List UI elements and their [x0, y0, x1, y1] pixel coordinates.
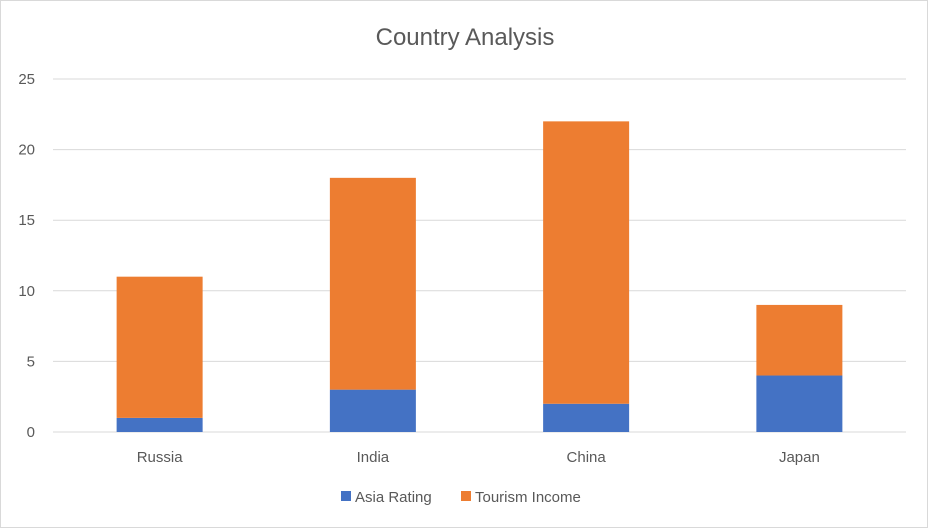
- chart-title: Country Analysis: [376, 24, 555, 51]
- y-tick-label: 5: [27, 353, 35, 370]
- y-axis-ticks: 0 5 10 15 20 25: [18, 71, 35, 441]
- bar-china-asia-rating: [543, 403, 630, 432]
- x-category-label: China: [567, 449, 607, 466]
- bar-india-tourism-income: [329, 177, 416, 390]
- legend-swatch: [461, 491, 471, 501]
- bar-russia-tourism-income: [116, 276, 203, 418]
- bar-japan-asia-rating: [756, 375, 843, 432]
- legend-label: Tourism Income: [475, 489, 581, 506]
- bar-japan-tourism-income: [756, 304, 843, 376]
- bar-russia-asia-rating: [116, 417, 203, 432]
- x-category-label: Russia: [137, 449, 184, 466]
- x-axis-categories: Russia India China Japan: [137, 449, 820, 466]
- y-tick-label: 20: [18, 142, 35, 159]
- legend-label: Asia Rating: [355, 489, 432, 506]
- y-tick-label: 10: [18, 283, 35, 300]
- y-tick-label: 25: [18, 71, 35, 88]
- bar-china-tourism-income: [543, 121, 630, 404]
- legend: Asia Rating Tourism Income: [341, 489, 581, 506]
- bar-india-asia-rating: [329, 389, 416, 432]
- x-category-label: India: [357, 449, 390, 466]
- x-category-label: Japan: [779, 449, 820, 466]
- y-tick-label: 0: [27, 424, 35, 441]
- legend-swatch: [341, 491, 351, 501]
- y-tick-label: 15: [18, 212, 35, 229]
- bars: [116, 121, 843, 432]
